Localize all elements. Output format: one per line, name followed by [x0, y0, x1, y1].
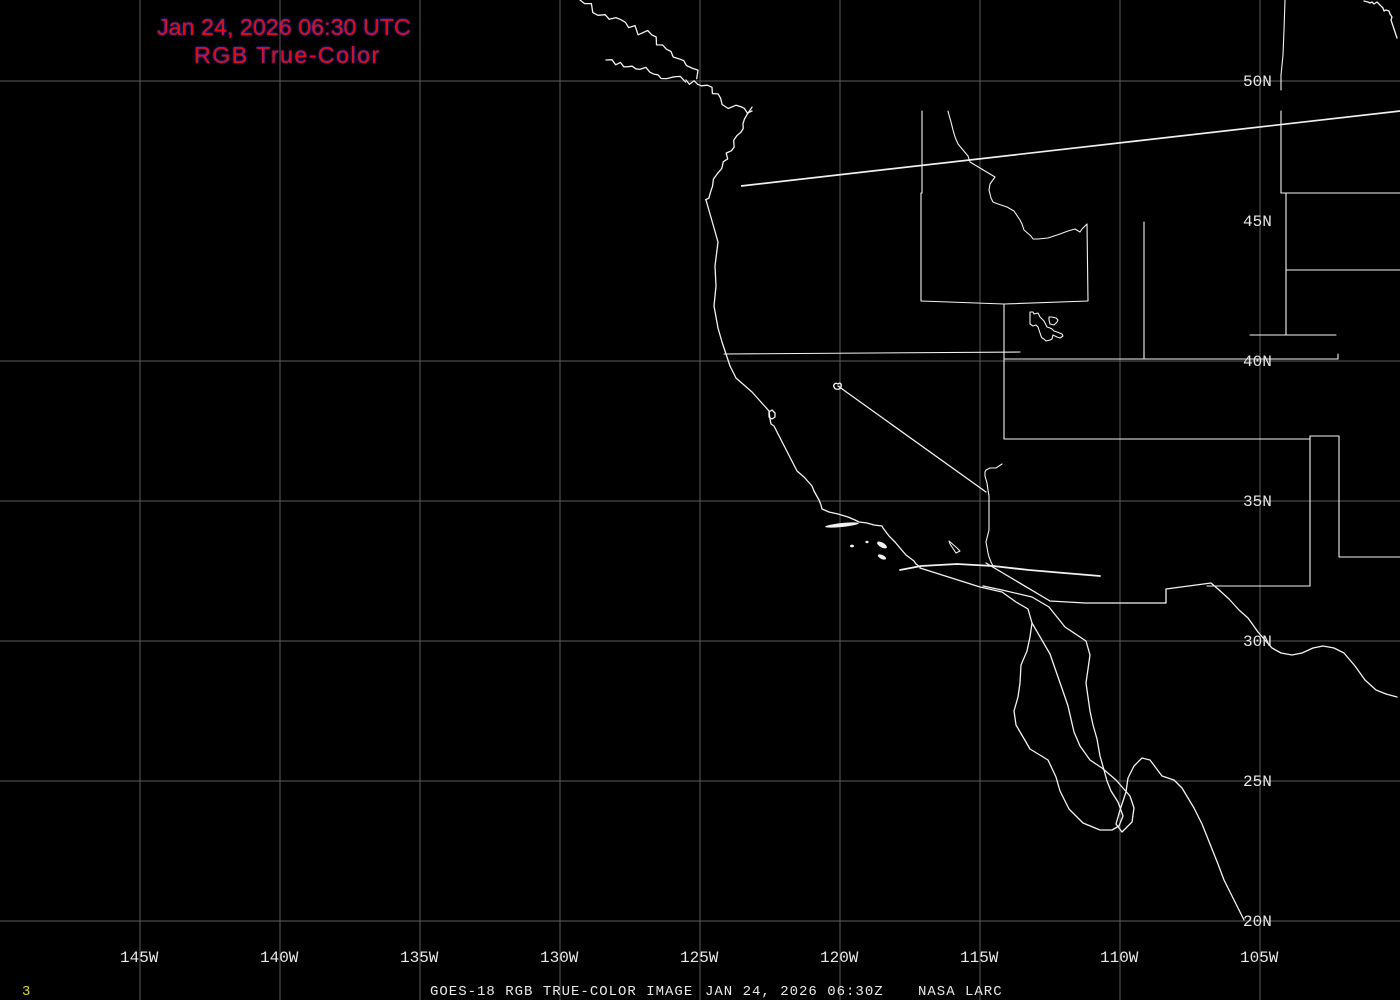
svg-text:RGB True-Color: RGB True-Color: [194, 42, 381, 68]
svg-text:45N: 45N: [1243, 213, 1272, 231]
svg-text:NASA LARC: NASA LARC: [918, 984, 1003, 1000]
svg-text:145W: 145W: [120, 949, 159, 967]
svg-text:120W: 120W: [820, 949, 859, 967]
svg-text:115W: 115W: [960, 949, 999, 967]
svg-text:30N: 30N: [1243, 633, 1272, 651]
svg-text:110W: 110W: [1100, 949, 1139, 967]
svg-text:25N: 25N: [1243, 773, 1272, 791]
svg-text:GOES-18 RGB TRUE-COLOR IMAGE: GOES-18 RGB TRUE-COLOR IMAGE: [430, 984, 693, 1000]
svg-text:105W: 105W: [1240, 949, 1279, 967]
svg-text:20N: 20N: [1243, 913, 1272, 931]
svg-text:3: 3: [22, 984, 30, 1000]
svg-text:135W: 135W: [400, 949, 439, 967]
svg-text:140W: 140W: [260, 949, 299, 967]
svg-text:50N: 50N: [1243, 73, 1272, 91]
svg-text:JAN 24, 2026 06:30Z: JAN 24, 2026 06:30Z: [705, 984, 884, 1000]
svg-text:35N: 35N: [1243, 493, 1272, 511]
svg-text:Jan 24, 2026 06:30 UTC: Jan 24, 2026 06:30 UTC: [157, 14, 411, 40]
svg-text:130W: 130W: [540, 949, 579, 967]
svg-text:125W: 125W: [680, 949, 719, 967]
svg-text:40N: 40N: [1243, 353, 1272, 371]
